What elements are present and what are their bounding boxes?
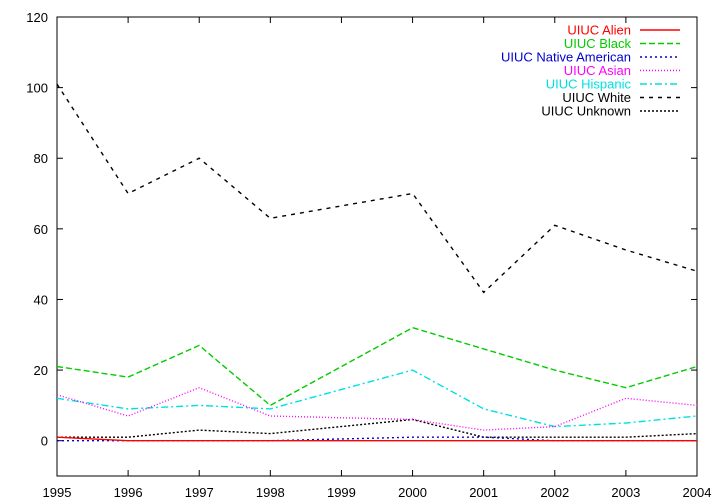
- series-line: [56, 326, 698, 407]
- x-tick-label: 2002: [540, 485, 569, 500]
- legend-label: UIUC Asian: [564, 63, 631, 78]
- legend-label: UIUC White: [562, 90, 631, 105]
- x-tick-label: 2004: [683, 485, 712, 500]
- y-tick-label: 100: [26, 81, 48, 96]
- x-tick-label: 1996: [114, 485, 143, 500]
- x-tick-label: 2000: [398, 485, 427, 500]
- x-tick-label: 1997: [185, 485, 214, 500]
- series-line: [57, 418, 698, 438]
- y-tick-label: 0: [41, 434, 48, 449]
- y-tick-label: 120: [26, 10, 48, 25]
- series-line: [56, 386, 698, 431]
- y-tick-label: 80: [34, 151, 48, 166]
- series-line: [56, 436, 697, 442]
- x-tick-label: 2003: [611, 485, 640, 500]
- x-tick-label: 1999: [327, 485, 356, 500]
- plot-frame: [56, 16, 698, 477]
- legend-label: UIUC Black: [564, 36, 632, 51]
- legend-label: UIUC Native American: [501, 50, 631, 65]
- x-tick-label: 1998: [256, 485, 285, 500]
- series-line: [56, 83, 698, 294]
- legend-label: UIUC Hispanic: [546, 77, 632, 92]
- series-line: [56, 369, 698, 428]
- series-lines: [56, 83, 698, 442]
- y-tick-label: 60: [34, 222, 48, 237]
- y-tick-label: 20: [34, 363, 48, 378]
- x-tick-label: 1995: [43, 485, 72, 500]
- x-axis: 1995 1996 1997 1998 1999 2000 2001 2002 2003 2004: [43, 17, 712, 500]
- y-tick-label: 40: [34, 292, 48, 307]
- legend-label: UIUC Unknown: [541, 104, 631, 119]
- legend-label: UIUC Alien: [567, 23, 631, 38]
- x-tick-label: 2001: [469, 485, 498, 500]
